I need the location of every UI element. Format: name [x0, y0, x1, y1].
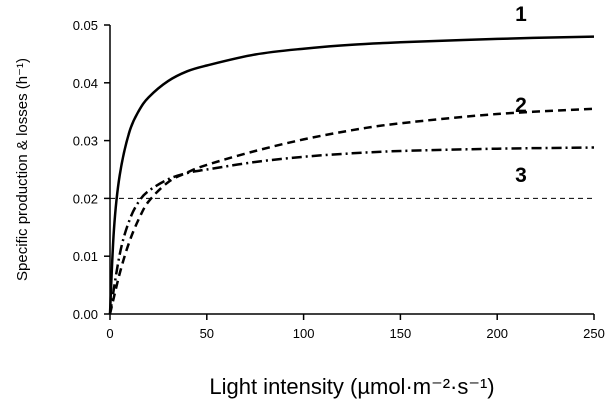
- x-tick-label: 250: [583, 326, 605, 341]
- y-tick-label: 0.04: [73, 76, 98, 91]
- y-tick-label: 0.05: [73, 18, 98, 33]
- y-axis-title: Specific production & losses (h⁻¹): [14, 58, 31, 281]
- x-tick-label: 50: [200, 326, 214, 341]
- y-tick-label: 0.03: [73, 134, 98, 149]
- axes: [109, 25, 594, 315]
- y-tick-label: 0.01: [73, 249, 98, 264]
- x-tick-label: 0: [106, 326, 113, 341]
- x-axis-title: Light intensity (µmol·m⁻²·s⁻¹): [209, 374, 494, 399]
- series-label-1: 1: [515, 3, 527, 26]
- y-tick-label: 0.02: [73, 191, 98, 206]
- x-tick-label: 100: [293, 326, 315, 341]
- y-tick-label: 0.00: [73, 307, 98, 322]
- series-label-3: 3: [515, 164, 527, 187]
- series-line-1: [108, 35, 595, 315]
- x-tick-label: 200: [486, 326, 508, 341]
- series: 1 2 3: [108, 3, 595, 315]
- series-line-3: [108, 146, 595, 315]
- ticks: 0.00 0.01 0.02 0.03 0.04 0.05 0 50 100 150 200 250: [73, 18, 605, 341]
- series-line-2: [108, 107, 595, 315]
- series-label-2: 2: [515, 94, 527, 117]
- x-tick-label: 150: [390, 326, 412, 341]
